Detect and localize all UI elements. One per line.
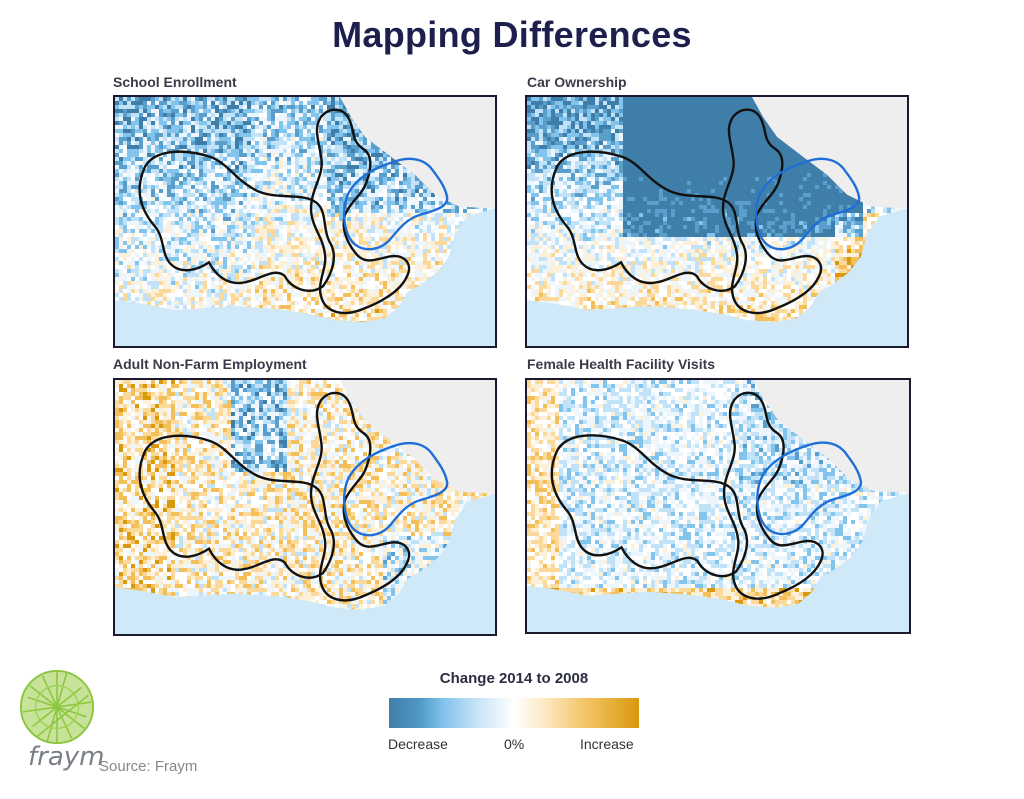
region-outline-highlighted [756,159,859,249]
panel-label-car-ownership: Car Ownership [527,74,627,90]
outside-area [340,380,495,494]
panel-label-school-enrollment: School Enrollment [113,74,237,90]
outside-area [753,380,909,493]
page-title: Mapping Differences [0,14,1024,56]
map-panel-female-health-facility-visits [525,378,911,634]
legend-title: Change 2014 to 2008 [389,670,639,687]
fraym-logo-text: fraym [28,742,105,772]
map-female-health-facility-visits [527,380,909,632]
region-outline-west [140,436,334,578]
map-adult-non-farm-employment [115,380,495,634]
map-car-ownership [527,97,907,346]
legend-zero-label: 0% [504,736,524,752]
region-outline-west [552,435,747,576]
outside-area [340,97,495,209]
region-outline-central [723,110,821,313]
region-outline-central [724,393,823,599]
source-note: Source: Fraym [99,758,197,775]
map-school-enrollment [115,97,495,346]
region-outline-central [311,110,409,313]
map-panel-school-enrollment [113,95,497,348]
legend-decrease-label: Decrease [388,736,448,752]
map-panel-adult-non-farm-employment [113,378,497,636]
outside-area [752,97,907,209]
panel-label-female-health-facility-visits: Female Health Facility Visits [527,356,715,372]
region-outline-west [552,152,746,291]
region-outline-highlighted [757,443,861,534]
map-panel-car-ownership [525,95,909,348]
fraym-logo-icon [19,669,95,745]
region-outline-highlighted [344,159,447,249]
legend-increase-label: Increase [580,736,634,752]
region-outline-west [140,152,334,291]
panel-label-adult-non-farm-employment: Adult Non-Farm Employment [113,356,307,372]
legend-color-scale [389,698,639,728]
region-outline-highlighted [344,443,447,535]
region-outline-central [311,393,409,600]
